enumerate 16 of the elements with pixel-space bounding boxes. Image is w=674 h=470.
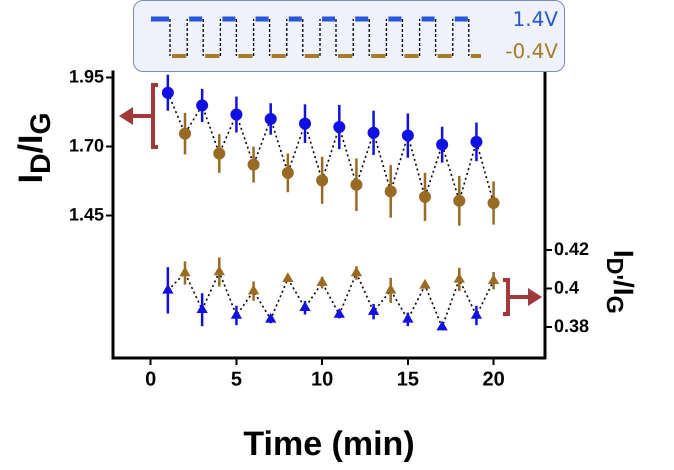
y-tick-label: 1.95 (68, 66, 104, 86)
y2-tick-label: 0.4 (554, 277, 580, 298)
x-tick-label: 0 (145, 368, 156, 391)
y2-tick-label: 0.38 (554, 316, 590, 336)
point (436, 321, 448, 330)
x-tick-label: 15 (396, 368, 419, 391)
x-tick-label: 20 (482, 368, 505, 391)
x-tick-label: 5 (230, 368, 242, 391)
x-tick-label: 10 (311, 368, 334, 391)
y2-tick-label: 0.42 (554, 238, 590, 259)
y-tick-label: 1.70 (68, 136, 104, 156)
x-axis-title: Time (min) (243, 424, 415, 463)
text: 1.4V (512, 7, 558, 31)
text: -0.4V (505, 39, 558, 63)
point (282, 272, 294, 282)
y-tick-label: 1.45 (68, 204, 104, 225)
